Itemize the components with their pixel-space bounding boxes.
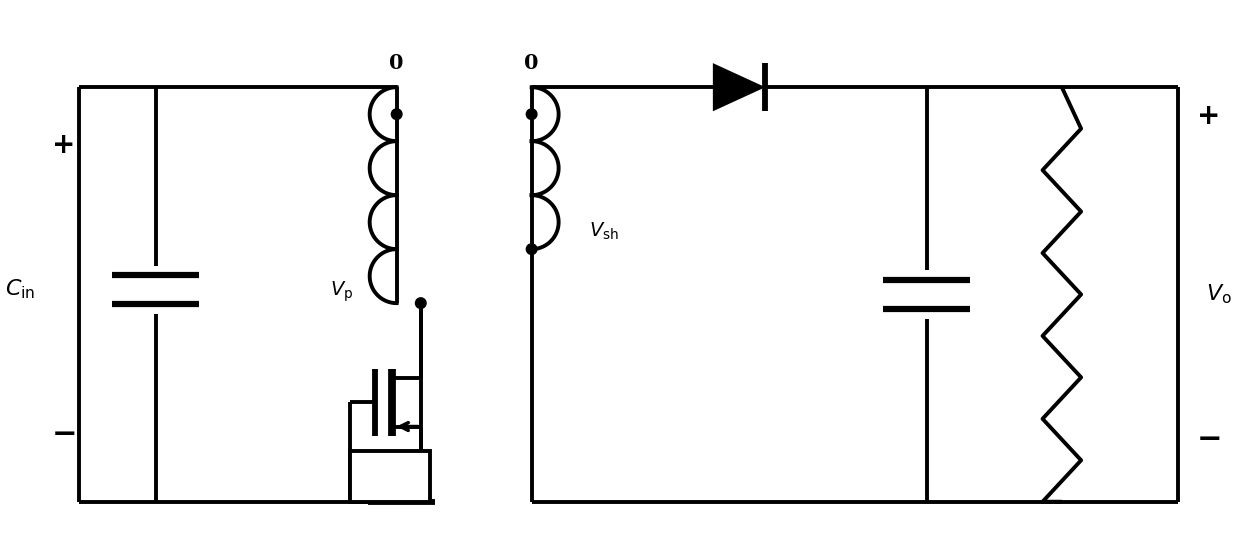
Circle shape: [415, 298, 427, 309]
Text: $V_\mathrm{o}$: $V_\mathrm{o}$: [1207, 283, 1233, 306]
Text: $C_\mathrm{in}$: $C_\mathrm{in}$: [5, 278, 35, 301]
Text: +: +: [1197, 102, 1220, 130]
Circle shape: [526, 109, 537, 119]
Text: $V_\mathrm{p}$: $V_\mathrm{p}$: [330, 279, 353, 304]
Text: 0: 0: [525, 53, 539, 73]
Text: −: −: [51, 420, 77, 449]
Text: +: +: [52, 131, 76, 159]
Text: Q: Q: [378, 460, 396, 480]
Bar: [351, 451, 430, 502]
Text: −: −: [1197, 424, 1223, 454]
Circle shape: [392, 109, 402, 119]
Polygon shape: [713, 63, 765, 111]
Circle shape: [526, 244, 537, 254]
Text: $V_\mathrm{sh}$: $V_\mathrm{sh}$: [589, 221, 620, 242]
Text: 0: 0: [389, 53, 404, 73]
